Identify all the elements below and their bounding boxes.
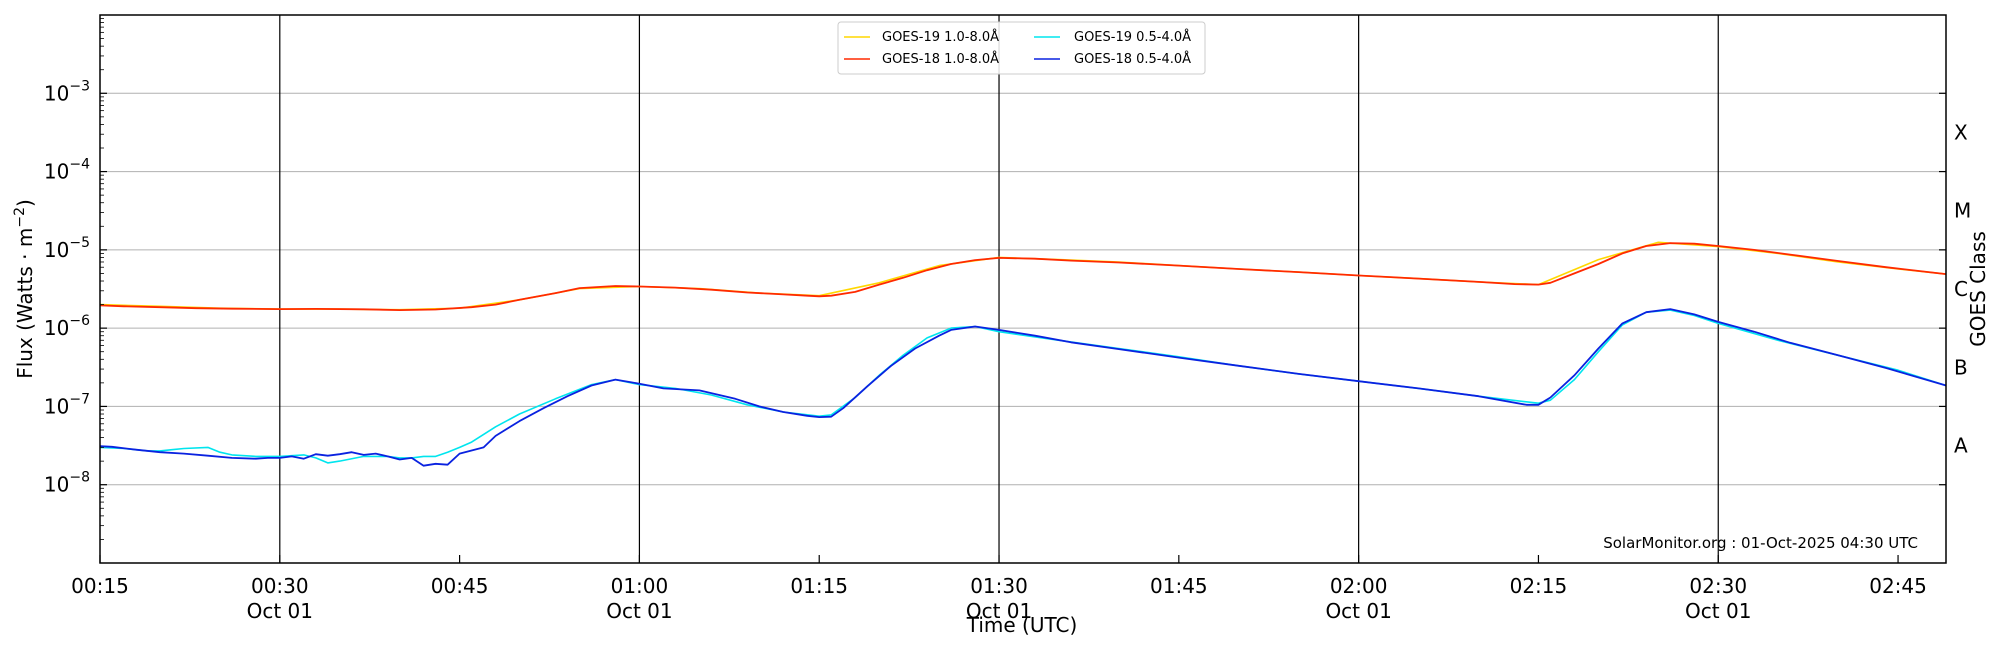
y-axis-ticks: 10−8 10−7 10−6 10−5 10−4 10−3: [44, 18, 1946, 540]
x-tick-date-label: Oct 01: [247, 599, 313, 623]
series-line-3: [99, 308, 1947, 467]
y-axis-label: Flux (Watts · m−2): [12, 199, 37, 379]
y-tick-label: 10−5: [44, 235, 90, 262]
legend-item: GOES-19 0.5-4.0Å: [1034, 29, 1191, 45]
watermark-credit: SolarMonitor.org : 01-Oct-2025 04:30 UTC: [1603, 534, 1918, 552]
series-line-1: [99, 242, 1947, 311]
x-axis-label: Time (UTC): [966, 613, 1078, 637]
legend-label: GOES-19 1.0-8.0Å: [882, 29, 999, 45]
goes-class-x: X: [1954, 120, 1968, 144]
x-tick-label: 01:30: [970, 574, 1028, 598]
x-tick-label: 01:45: [1150, 574, 1208, 598]
legend-label: GOES-18 1.0-8.0Å: [882, 51, 999, 67]
y-axis-label-close: ): [13, 199, 37, 207]
legend-label: GOES-19 0.5-4.0Å: [1074, 29, 1191, 45]
grid-lines: [100, 92, 1946, 486]
goes-class-b: B: [1954, 355, 1968, 379]
goes-class-a: A: [1954, 434, 1968, 458]
y-tick-label: 10−7: [44, 391, 90, 418]
goes-class-c: C: [1954, 277, 1968, 301]
series-layer: [99, 241, 1947, 467]
plot-frame: [99, 14, 1947, 564]
goes-class-axis-label: GOES Class: [1966, 231, 1990, 347]
legend-item: GOES-18 1.0-8.0Å: [844, 51, 999, 67]
x-tick-label: 02:00: [1330, 574, 1388, 598]
x-tick-label: 00:15: [71, 574, 129, 598]
y-axis-label-exponent: −2: [12, 207, 28, 228]
y-tick-label: 10−4: [44, 157, 90, 184]
x-tick-label: 02:15: [1510, 574, 1568, 598]
x-tick-label: 01:15: [790, 574, 848, 598]
x-tick-date-label: Oct 01: [1685, 599, 1751, 623]
x-tick-label: 00:30: [251, 574, 309, 598]
x-tick-date-label: Oct 01: [966, 599, 1032, 623]
legend-item: GOES-18 0.5-4.0Å: [1034, 51, 1191, 67]
y-tick-label: 10−8: [44, 470, 90, 497]
x-tick-date-label: Oct 01: [606, 599, 672, 623]
goes-class-labels: A B C M X: [1954, 120, 1971, 457]
legend-label: GOES-18 0.5-4.0Å: [1074, 51, 1191, 67]
legend: GOES-19 1.0-8.0Å GOES-18 1.0-8.0Å GOES-1…: [837, 21, 1206, 75]
legend-item: GOES-19 1.0-8.0Å: [844, 29, 999, 45]
x-tick-label: 02:30: [1689, 574, 1747, 598]
vertical-time-lines: [279, 15, 1719, 563]
y-axis-label-main: Flux (Watts · m: [13, 228, 37, 379]
x-tick-label: 01:00: [611, 574, 669, 598]
legend-box: [837, 21, 1206, 75]
x-tick-label: 00:45: [431, 574, 489, 598]
y-tick-label: 10−3: [44, 78, 90, 105]
series-line-0: [99, 241, 1947, 311]
goes-class-m: M: [1954, 199, 1971, 223]
x-tick-date-label: Oct 01: [1325, 599, 1391, 623]
x-tick-label: 02:45: [1869, 574, 1927, 598]
y-tick-label: 10−6: [44, 313, 90, 340]
